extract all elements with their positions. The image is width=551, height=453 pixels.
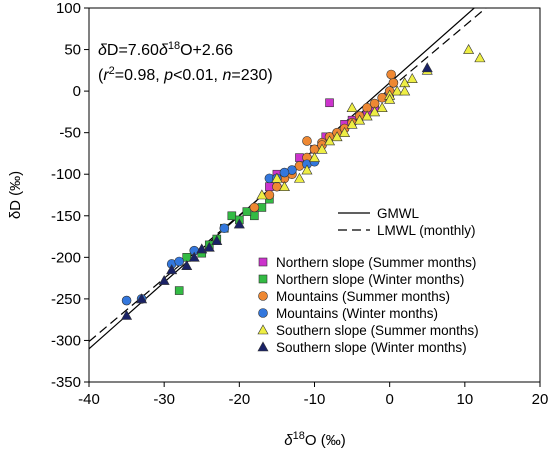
point [174, 286, 184, 295]
point [399, 85, 411, 96]
y-axis-label: δD (‰) [7, 171, 24, 219]
point [325, 98, 334, 108]
point [278, 181, 290, 191]
legend-marker [258, 291, 268, 301]
y-tick-label: -200 [51, 249, 81, 266]
point [136, 293, 148, 304]
legend-marker [258, 308, 268, 318]
legend-marker [258, 274, 268, 284]
point [203, 241, 215, 252]
point [406, 73, 418, 83]
point [158, 274, 170, 285]
legend-label: Northern slope (Winter months) [276, 272, 464, 287]
xlabel-part: O (‰) [305, 432, 346, 449]
legend-marker [257, 324, 269, 335]
x-tick-label: 10 [456, 391, 473, 408]
stats-part: p [163, 67, 173, 84]
y-tick-label: -250 [51, 291, 81, 308]
point [181, 260, 193, 270]
point [331, 131, 343, 142]
point [249, 202, 260, 213]
y-tick-label: 100 [56, 0, 81, 17]
point [369, 106, 381, 117]
stats-part: n [222, 67, 231, 84]
y-tick-label: -300 [51, 332, 81, 349]
y-tick-label: -50 [59, 125, 81, 142]
point [233, 218, 245, 229]
point [388, 78, 399, 88]
x-axis-label: δ18O (‰) [284, 430, 345, 449]
stats-part: =230) [231, 67, 272, 84]
point [474, 52, 486, 63]
legend-label: GMWL [377, 206, 419, 221]
y-tick-label: 50 [64, 42, 81, 59]
point [250, 211, 259, 221]
eq-part: δ [159, 42, 169, 59]
legend-label: Mountains (Summer months) [276, 289, 450, 304]
legend-label: Mountains (Winter months) [276, 306, 438, 321]
point [196, 243, 208, 254]
x-tick-label: -10 [304, 391, 326, 408]
point [324, 135, 336, 146]
point [188, 251, 200, 262]
y-tick-label: -150 [51, 208, 81, 225]
legend-label: Northern slope (Summer months) [276, 255, 476, 270]
point [391, 85, 403, 96]
point [121, 309, 133, 320]
legend-marker [257, 341, 269, 352]
y-tick-label: -350 [51, 374, 81, 391]
point [174, 256, 184, 267]
point [421, 62, 433, 73]
point [346, 102, 358, 113]
point [242, 207, 252, 216]
point [384, 93, 396, 104]
point [121, 295, 132, 306]
x-tick-label: 20 [532, 391, 549, 408]
eq-part: O+2.66 [180, 42, 233, 59]
point [376, 102, 388, 113]
legend-label: LMWL (monthly) [377, 223, 476, 238]
point [463, 43, 475, 54]
y-tick-label: -100 [51, 166, 81, 183]
point [271, 172, 283, 183]
legend-marker [258, 257, 268, 267]
stats-part: ( [98, 67, 104, 84]
point [361, 110, 373, 121]
point [256, 189, 268, 200]
point [308, 151, 321, 162]
x-tick-label: 0 [385, 391, 393, 408]
stats-part: r [103, 67, 109, 84]
y-tick-label: 0 [73, 83, 81, 100]
point [354, 114, 366, 125]
xlabel-part: δ [284, 432, 293, 449]
point [316, 143, 328, 154]
eq-part: 18 [168, 40, 180, 52]
point [227, 211, 237, 221]
equation: δD=7.60δ18O+2.66 [98, 40, 233, 59]
point [302, 136, 312, 146]
point [293, 172, 305, 183]
point [339, 127, 351, 137]
stats-part: =0.98, [115, 67, 164, 84]
legend-label: Southern slope (Summer months) [276, 323, 479, 338]
x-tick-label: -30 [153, 391, 175, 408]
x-tick-label: -40 [78, 391, 100, 408]
point [166, 264, 178, 275]
point [219, 223, 230, 234]
point [301, 164, 313, 175]
stats: (r2=0.98, p<0.01, n=230) [98, 65, 273, 84]
xlabel-part: 18 [293, 430, 305, 442]
point [279, 167, 290, 178]
eq-part: D=7.60 [107, 42, 159, 59]
eq-part: δ [98, 42, 108, 59]
stats-part: <0.01, [173, 67, 222, 84]
x-tick-label: -20 [228, 391, 250, 408]
legend-label: Southern slope (Winter months) [276, 340, 467, 355]
point [386, 69, 396, 80]
point [211, 235, 223, 246]
stats-part: 2 [109, 65, 115, 77]
